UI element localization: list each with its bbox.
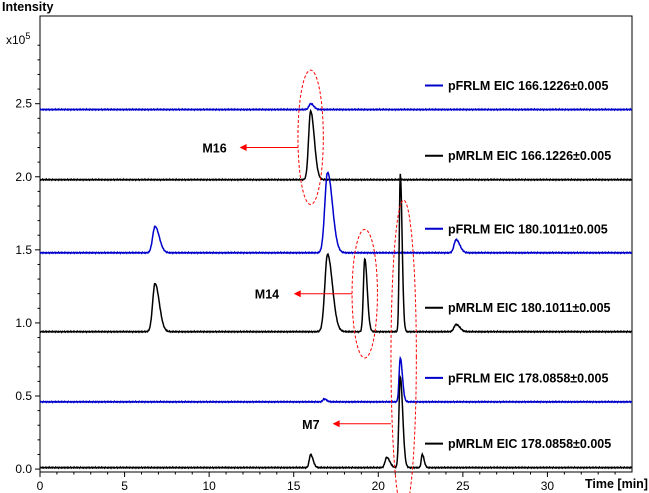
legend: pFRLM EIC 166.1226±0.005 pMRLM EIC 166.12… [425, 79, 611, 451]
y-tick-label: 0.5 [15, 389, 32, 403]
annotation-arrowhead [332, 420, 340, 428]
highlight-ellipse [351, 228, 378, 359]
x-tick-label: 0 [37, 479, 44, 493]
legend-label: pFRLM EIC 178.0858±0.005 [448, 371, 608, 385]
x-tick-label: 20 [372, 479, 386, 493]
legend-label: pMRLM EIC 180.1011±0.005 [448, 301, 611, 315]
y-axis-unit: x105 [6, 31, 30, 47]
annotation-arrowhead [239, 144, 247, 152]
series-line [39, 355, 633, 404]
series-line [39, 374, 633, 470]
x-tick-label: 25 [456, 479, 470, 493]
y-tick-label: 2.0 [15, 170, 32, 184]
legend-label: pFRLM EIC 166.1226±0.005 [448, 79, 608, 93]
y-tick-label: 2.5 [15, 97, 32, 111]
x-axis: 0 5 10 15 20 25 30 [37, 472, 616, 493]
series-line [39, 171, 633, 255]
series-line [39, 173, 633, 334]
legend-label: pMRLM EIC 178.0858±0.005 [448, 437, 611, 451]
x-tick-label: 10 [202, 479, 216, 493]
y-axis-label: Intensity [2, 0, 53, 14]
y-tick-label: 1.0 [15, 316, 32, 330]
annotation-label: M16 [202, 142, 226, 156]
plot-area [39, 15, 633, 473]
x-axis-label: Time [min] [585, 477, 648, 491]
x-tick-label: 15 [287, 479, 301, 493]
y-tick-label: 1.5 [15, 243, 32, 257]
y-tick-label: 0.0 [15, 462, 32, 476]
series-group [39, 102, 633, 470]
annotation-arrowhead [293, 290, 301, 298]
legend-label: pMRLM EIC 166.1226±0.005 [448, 149, 611, 163]
series-line [39, 108, 633, 182]
highlight-ellipse [297, 69, 324, 206]
x-tick-label: 30 [541, 479, 555, 493]
highlight-ellipse [390, 199, 417, 493]
plot-frame [39, 15, 633, 473]
x-tick-label: 5 [121, 479, 128, 493]
annotations: M16 M14 M7 [202, 69, 417, 493]
series-line [39, 102, 633, 112]
y-axis: 0.0 0.5 1.0 1.5 2.0 2.5 [15, 44, 40, 476]
legend-label: pFRLM EIC 180.1011±0.005 [448, 222, 608, 236]
annotation-label: M14 [255, 288, 279, 302]
annotation-label: M7 [302, 418, 319, 432]
